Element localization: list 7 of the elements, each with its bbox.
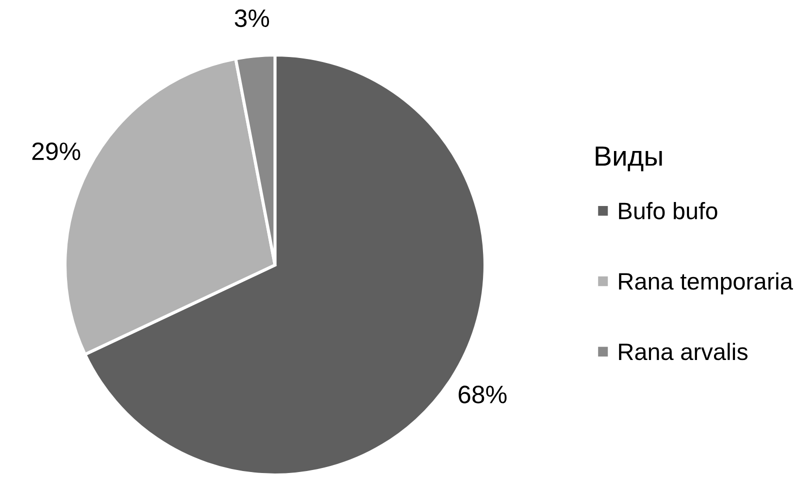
legend-label: Rana arvalis	[619, 342, 748, 360]
legend-title: Виды	[596, 146, 662, 172]
legend-label: Rana temporaria	[619, 272, 793, 294]
data-label: 68%	[458, 386, 507, 404]
legend-label: Bufo bufo	[619, 202, 718, 220]
data-label: 29%	[32, 142, 80, 160]
data-label: 3%	[234, 9, 270, 28]
